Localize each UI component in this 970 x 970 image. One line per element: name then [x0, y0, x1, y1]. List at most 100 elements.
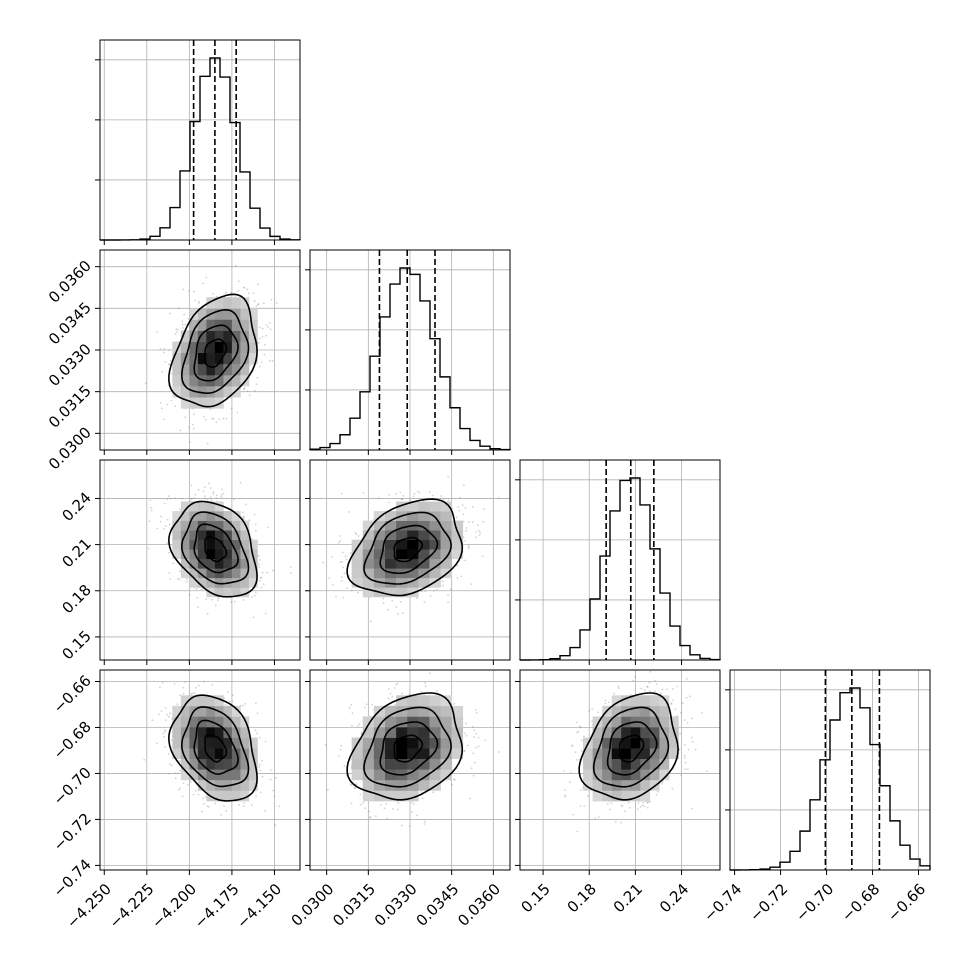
density-cell — [197, 386, 207, 398]
sample-point — [477, 745, 480, 748]
sample-point — [340, 744, 343, 747]
sample-point — [181, 795, 184, 798]
sample-point — [423, 820, 426, 823]
density-cell — [189, 530, 199, 540]
sample-point — [258, 765, 261, 768]
density-cell — [630, 758, 641, 770]
sample-point — [256, 732, 258, 735]
density-cell — [214, 587, 224, 598]
sample-point — [220, 495, 223, 498]
sample-point — [242, 704, 245, 707]
sample-point — [563, 769, 566, 772]
sample-point — [253, 300, 256, 302]
sample-point — [339, 534, 342, 537]
contour-line — [393, 734, 424, 763]
density-cell — [189, 319, 199, 331]
sample-point — [431, 494, 434, 497]
density-cell — [630, 737, 641, 749]
density-cell — [240, 558, 250, 569]
sample-point — [184, 416, 187, 419]
density-cell — [373, 539, 386, 550]
density-cell — [418, 748, 430, 760]
sample-point — [646, 685, 649, 688]
sample-point — [447, 601, 450, 604]
sample-point — [222, 417, 225, 420]
sample-point — [416, 653, 418, 655]
histogram-series-2 — [519, 477, 721, 661]
sample-point — [167, 495, 170, 497]
density-cell — [621, 779, 632, 791]
density-cell — [172, 520, 182, 531]
sample-point — [217, 597, 220, 600]
histogram-panel-2 — [515, 459, 721, 661]
density-cell — [611, 748, 622, 760]
density-cell — [373, 549, 386, 560]
density-cell — [248, 737, 258, 749]
sample-point — [469, 797, 472, 800]
density-cell — [592, 758, 603, 770]
sample-point — [691, 717, 694, 720]
density-cell — [197, 748, 207, 760]
sample-point — [568, 781, 571, 784]
density-cell — [429, 530, 441, 540]
density-cell — [611, 769, 622, 781]
sample-point — [394, 687, 396, 689]
sample-point — [244, 703, 247, 705]
sample-point — [339, 748, 342, 751]
sample-point — [463, 732, 466, 735]
sample-point — [220, 488, 223, 491]
density-cell — [223, 520, 233, 531]
sample-point — [359, 793, 362, 796]
density-cell — [630, 695, 641, 707]
density-cell — [189, 758, 199, 770]
density-cell — [418, 705, 430, 717]
density-cell — [362, 727, 375, 738]
density-cell — [602, 727, 612, 738]
density-cell — [583, 748, 593, 760]
sample-point — [463, 749, 466, 752]
sample-point — [162, 351, 165, 354]
sample-point — [188, 441, 191, 444]
sample-point — [344, 555, 347, 558]
sample-point — [207, 805, 210, 808]
density-cell — [206, 758, 216, 770]
y-tick-label: 0.21 — [58, 535, 94, 571]
sample-point — [388, 493, 391, 496]
sample-point — [274, 824, 277, 827]
density-cell — [240, 530, 250, 540]
sample-point — [363, 706, 366, 709]
sample-point — [478, 529, 480, 532]
sample-point — [243, 286, 246, 289]
y-tick-label: −0.66 — [50, 672, 95, 717]
sample-point — [156, 742, 158, 745]
sample-point — [424, 681, 426, 684]
sample-point — [428, 491, 431, 493]
density-cell — [602, 779, 612, 791]
density-cell — [240, 363, 250, 376]
sample-point — [365, 703, 368, 706]
sample-point — [450, 783, 453, 786]
sample-point — [360, 731, 363, 734]
sample-point — [224, 703, 227, 706]
sample-point — [340, 580, 343, 582]
density-cell — [385, 520, 397, 531]
sample-point — [156, 527, 159, 530]
density-cell — [197, 577, 207, 588]
sample-point — [420, 691, 423, 694]
sample-point — [579, 726, 582, 729]
sample-point — [401, 498, 404, 501]
sample-point — [374, 815, 377, 818]
sample-point — [169, 312, 171, 315]
density-cell — [429, 727, 441, 738]
sample-point — [436, 588, 438, 591]
sample-point — [679, 732, 681, 735]
density-cell — [407, 737, 419, 749]
density-cell — [418, 769, 430, 781]
sample-point — [396, 808, 399, 811]
density-cell — [396, 520, 408, 531]
sample-point — [269, 768, 272, 771]
density-cell — [197, 769, 207, 781]
contour-line — [193, 719, 239, 775]
contour-line — [393, 536, 424, 563]
sample-point — [182, 326, 184, 329]
